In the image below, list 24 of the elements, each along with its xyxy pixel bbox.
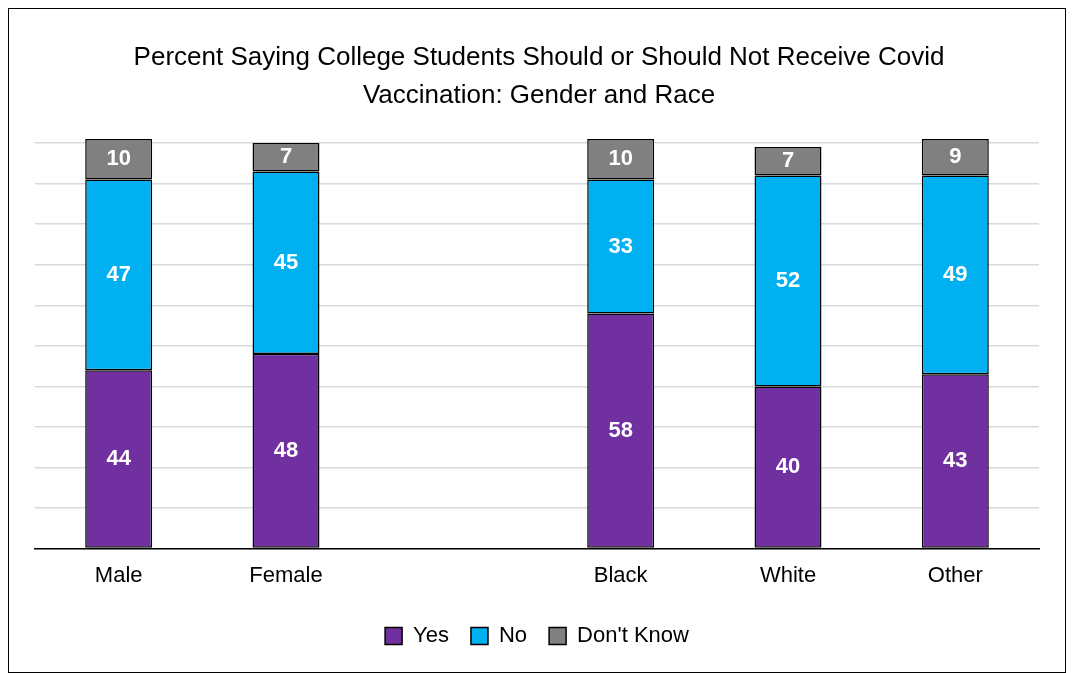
x-tick-label: Black	[593, 561, 649, 587]
x-tick-label: Other	[927, 561, 983, 587]
data-label: 48	[273, 436, 299, 462]
data-label: 10	[608, 145, 633, 171]
data-label: 43	[943, 447, 968, 473]
data-label: 45	[273, 248, 299, 274]
legend-label: Don't Know	[577, 622, 690, 648]
x-tick-label: White	[759, 561, 817, 587]
data-label: 7	[781, 147, 795, 173]
data-label: 40	[775, 453, 801, 479]
x-tick-label: Female	[249, 561, 323, 587]
chart-title: Percent Saying College Students Should or Should Not Receive Covid Vaccination: Gender and Race	[132, 40, 946, 111]
legend-label: No	[498, 622, 528, 648]
data-label: 7	[279, 143, 293, 169]
data-label: 44	[106, 445, 132, 471]
legend-label: Yes	[413, 622, 449, 648]
x-tick-label: Male	[94, 561, 143, 587]
data-label: 52	[775, 267, 801, 292]
data-label: 9	[949, 143, 962, 169]
data-label: 47	[106, 260, 131, 286]
data-label: 10	[106, 145, 131, 171]
data-label: 33	[608, 232, 633, 258]
data-label: 58	[608, 416, 633, 442]
data-label: 49	[943, 260, 968, 286]
